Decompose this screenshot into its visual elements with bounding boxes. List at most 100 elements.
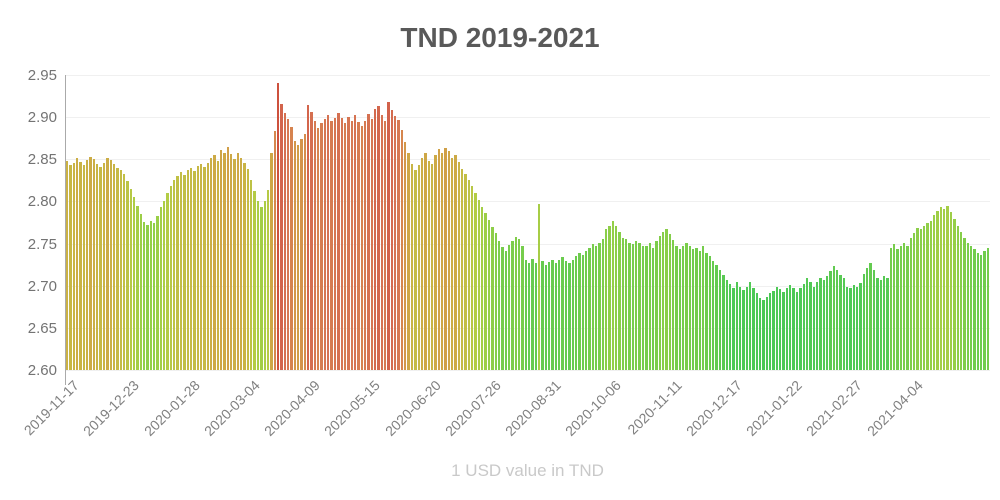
bar[interactable]	[809, 282, 812, 370]
bar[interactable]	[966, 242, 969, 370]
bar[interactable]	[698, 251, 702, 370]
bar[interactable]	[454, 155, 457, 370]
bar[interactable]	[678, 249, 681, 370]
bar[interactable]	[116, 167, 119, 370]
bar[interactable]	[410, 163, 414, 370]
bar[interactable]	[394, 116, 397, 370]
bar[interactable]	[936, 210, 939, 370]
bar[interactable]	[96, 163, 99, 370]
bar[interactable]	[69, 165, 72, 370]
bar[interactable]	[169, 186, 173, 370]
bar[interactable]	[759, 297, 762, 370]
bar[interactable]	[491, 226, 494, 370]
bar[interactable]	[253, 191, 256, 370]
bar[interactable]	[769, 293, 772, 370]
bar[interactable]	[779, 289, 782, 370]
bar[interactable]	[467, 179, 471, 370]
bar[interactable]	[320, 123, 323, 370]
bar[interactable]	[286, 118, 290, 370]
bar[interactable]	[303, 134, 307, 370]
bar[interactable]	[969, 246, 973, 370]
bar[interactable]	[464, 173, 467, 370]
bar[interactable]	[718, 269, 722, 370]
bar[interactable]	[390, 109, 394, 370]
bar[interactable]	[775, 286, 779, 370]
bar[interactable]	[909, 237, 912, 370]
bar[interactable]	[370, 118, 373, 370]
bar[interactable]	[79, 161, 82, 370]
bar[interactable]	[584, 251, 588, 370]
bar[interactable]	[906, 246, 909, 370]
bar[interactable]	[206, 162, 209, 370]
bar[interactable]	[330, 121, 333, 370]
bar[interactable]	[621, 237, 625, 370]
bar[interactable]	[66, 160, 69, 370]
bar[interactable]	[943, 209, 946, 370]
bar[interactable]	[333, 118, 337, 370]
bar[interactable]	[163, 200, 166, 370]
bar[interactable]	[149, 220, 153, 370]
bar[interactable]	[323, 118, 327, 370]
bar[interactable]	[594, 246, 598, 370]
bar[interactable]	[929, 220, 933, 370]
bar[interactable]	[199, 163, 203, 370]
bar[interactable]	[789, 284, 792, 370]
bar[interactable]	[420, 157, 424, 370]
bar[interactable]	[256, 201, 260, 370]
bar[interactable]	[337, 112, 340, 370]
bar[interactable]	[625, 239, 628, 370]
bar[interactable]	[882, 276, 886, 370]
bar[interactable]	[447, 150, 450, 370]
bar[interactable]	[531, 258, 534, 370]
bar[interactable]	[270, 152, 273, 370]
bar[interactable]	[457, 161, 461, 370]
bar[interactable]	[742, 289, 745, 370]
bar[interactable]	[571, 259, 574, 370]
bar[interactable]	[869, 262, 872, 370]
bar[interactable]	[243, 162, 246, 370]
bar[interactable]	[487, 219, 491, 370]
bar[interactable]	[209, 158, 213, 370]
bar[interactable]	[230, 154, 233, 370]
bar[interactable]	[976, 252, 979, 370]
bar[interactable]	[517, 239, 521, 370]
bar[interactable]	[414, 170, 417, 370]
bar[interactable]	[822, 279, 825, 370]
bar[interactable]	[812, 286, 815, 370]
bar[interactable]	[946, 205, 949, 370]
bar[interactable]	[608, 225, 611, 370]
bar[interactable]	[300, 139, 303, 370]
bar[interactable]	[260, 207, 263, 370]
bar[interactable]	[859, 283, 862, 370]
bar[interactable]	[216, 160, 219, 370]
bar[interactable]	[889, 247, 892, 370]
bar[interactable]	[203, 166, 206, 370]
bar[interactable]	[872, 269, 876, 370]
bar[interactable]	[849, 288, 852, 370]
bar[interactable]	[297, 144, 300, 370]
bar[interactable]	[665, 229, 668, 370]
bar[interactable]	[86, 160, 89, 370]
bar[interactable]	[738, 286, 742, 370]
bar[interactable]	[715, 264, 718, 370]
bar[interactable]	[591, 244, 594, 370]
bar[interactable]	[923, 225, 926, 370]
bar[interactable]	[226, 146, 230, 370]
bar[interactable]	[72, 162, 76, 370]
bar[interactable]	[166, 193, 169, 370]
bar[interactable]	[310, 112, 313, 370]
bar[interactable]	[501, 246, 504, 370]
bar[interactable]	[76, 158, 79, 370]
bar[interactable]	[176, 176, 179, 370]
bar[interactable]	[839, 274, 842, 370]
bar[interactable]	[819, 278, 822, 370]
bar[interactable]	[404, 141, 407, 370]
bar[interactable]	[360, 126, 363, 370]
bar[interactable]	[655, 241, 658, 370]
bar[interactable]	[782, 292, 785, 370]
bar[interactable]	[343, 123, 347, 370]
bar[interactable]	[196, 166, 199, 370]
bar[interactable]	[588, 247, 591, 370]
bar[interactable]	[357, 122, 360, 370]
bar[interactable]	[815, 281, 819, 370]
